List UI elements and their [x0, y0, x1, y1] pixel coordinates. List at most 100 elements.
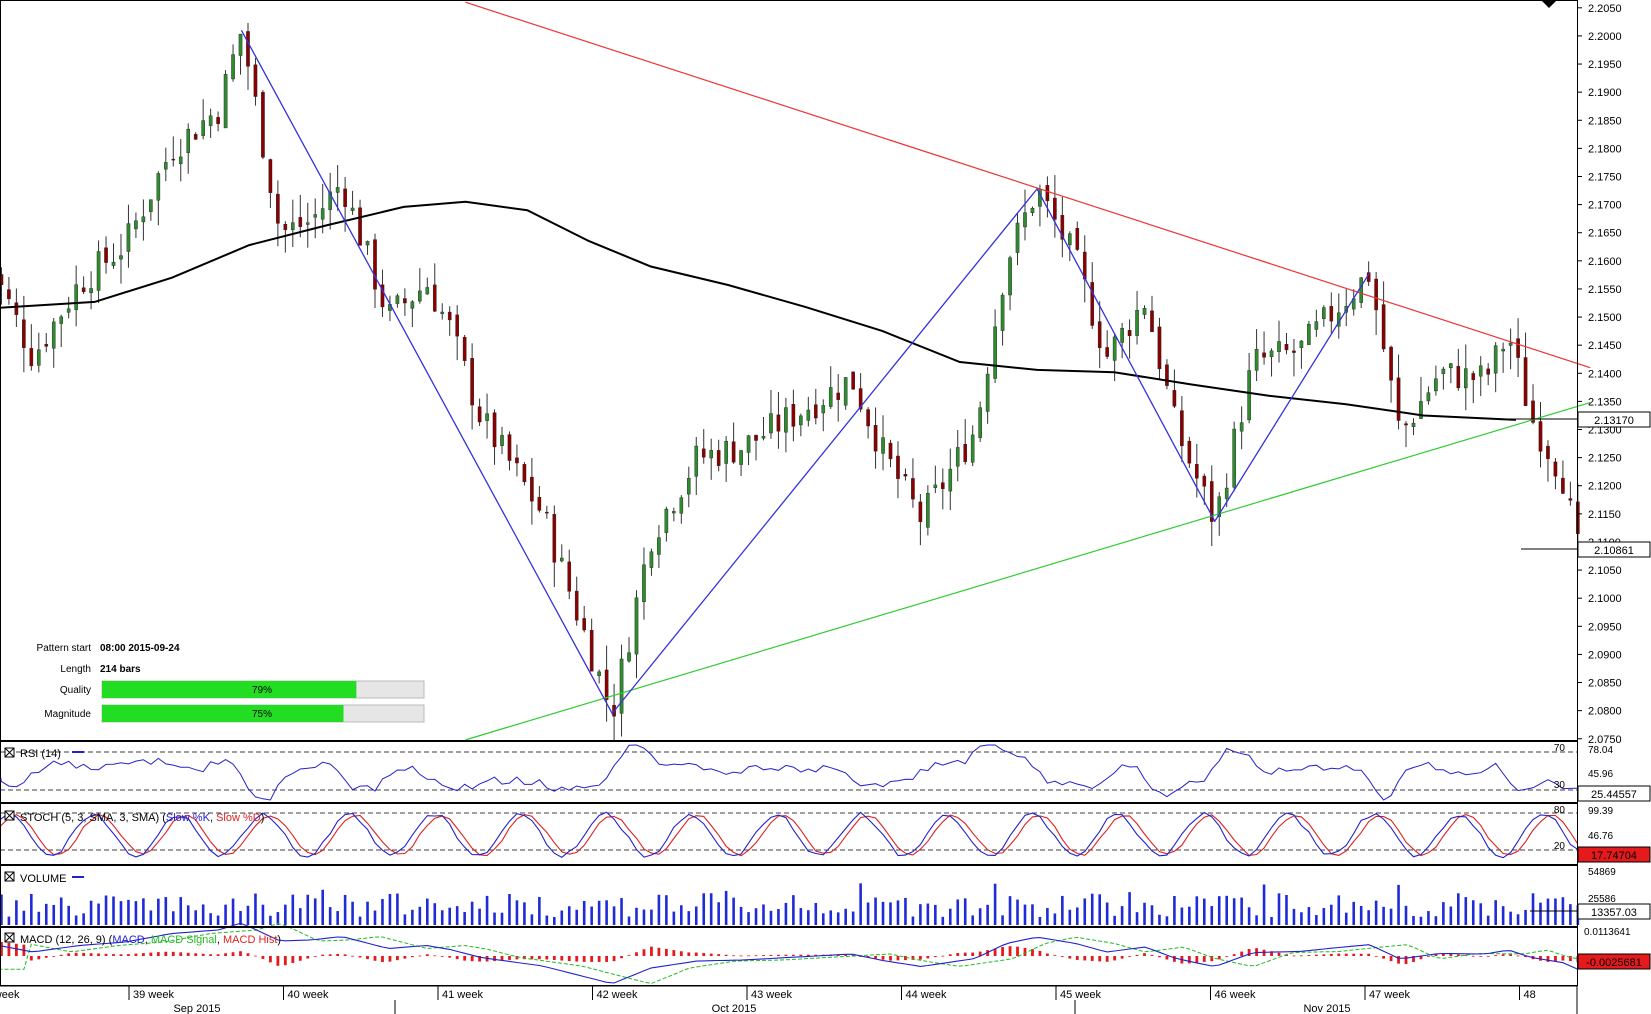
candle-body [843, 377, 848, 406]
volume-bar [485, 895, 489, 925]
candle-body [1538, 421, 1543, 452]
macd-hist-bar [612, 956, 616, 962]
volume-bar [1150, 905, 1154, 925]
macd-hist-bar [403, 956, 407, 959]
macd-hist-bar [717, 954, 721, 956]
macd-series-signal: MACD Signal [151, 934, 217, 946]
macd-hist-bar [724, 954, 728, 956]
volume-bar [1569, 904, 1572, 925]
candle-body [447, 311, 452, 321]
volume-bar [1434, 916, 1438, 925]
candle-body [1284, 344, 1289, 351]
macd-hist-bar [269, 956, 272, 963]
volume-bar [694, 906, 698, 925]
candle-body [119, 255, 123, 260]
volume-bar [1412, 915, 1415, 925]
volume-bar [1105, 902, 1109, 925]
volume-bar [963, 898, 967, 925]
volume-bar [926, 903, 930, 925]
volume-bar [567, 906, 571, 925]
candle-body [186, 128, 191, 153]
candle-body [1389, 346, 1393, 381]
macd-hist-bar [679, 951, 683, 956]
macd-hist-bar [418, 955, 422, 957]
volume-bar [1494, 900, 1497, 925]
candle-body [51, 321, 56, 349]
candle-body [530, 476, 534, 502]
volume-bar [343, 894, 347, 925]
macd-hist-bar [358, 956, 362, 958]
candle-body [1277, 341, 1281, 353]
candle-body [851, 371, 855, 390]
volume-mid-label: 25586 [1588, 894, 1616, 905]
macd-hist-bar [1389, 956, 1393, 962]
volume-bar [986, 904, 989, 925]
volume-bar [1225, 895, 1229, 925]
macd-hist-bar [941, 955, 945, 957]
macd-hist-bar [1173, 956, 1176, 962]
volume-bar [1143, 902, 1146, 925]
candle-body [1329, 306, 1334, 322]
pattern-start-value: 08:00 2015-09-24 [100, 643, 180, 654]
volume-bar [896, 900, 900, 925]
macd-hist-bar [1031, 949, 1034, 956]
macd-hist-bar [567, 956, 571, 962]
volume-bar [635, 907, 638, 925]
macd-hist-bar [1382, 956, 1386, 959]
volume-bar [1442, 902, 1445, 925]
volume-bar [328, 907, 332, 925]
macd-hist-bar [814, 954, 818, 956]
candle-body [29, 348, 34, 367]
candle-body [978, 407, 982, 438]
volume-bar [1337, 895, 1341, 925]
candle-body [1568, 498, 1573, 501]
candle-body [1404, 423, 1408, 426]
moving-average-line [0, 200, 1517, 421]
candle-body [74, 284, 78, 311]
volume-bar [575, 909, 579, 925]
volume-bar [15, 900, 18, 925]
week-label: 48 [1524, 989, 1536, 1001]
candle-body [291, 222, 295, 231]
candle-body [380, 284, 385, 308]
price-tick-label: 2.1350 [1588, 396, 1622, 408]
candle-body [1493, 345, 1498, 374]
candle-body [141, 216, 146, 223]
macd-hist-bar [1412, 956, 1415, 962]
volume-bar [657, 894, 661, 925]
volume-bar [1479, 903, 1483, 925]
volume-bar [851, 911, 855, 925]
candle-body [171, 158, 176, 161]
price-tick-label: 2.1950 [1588, 59, 1622, 71]
macd-hist-bar [642, 949, 646, 956]
candle-body [545, 511, 549, 514]
volume-bar [104, 895, 108, 925]
candle-body [1045, 185, 1050, 202]
scroll-marker-icon[interactable] [1542, 1, 1556, 8]
macd-hist-bar [1456, 954, 1460, 956]
volume-bar [597, 900, 601, 925]
candle-body [328, 191, 332, 210]
macd-hist-bar [493, 956, 496, 962]
stoch-value-label: 17.74704 [1591, 850, 1637, 862]
support-trendline [465, 401, 1591, 741]
candle-body [731, 441, 736, 463]
volume-bar [978, 908, 982, 925]
candle-body [686, 478, 691, 495]
macd-hist-bar [1143, 953, 1146, 956]
candle-body [418, 290, 422, 302]
volume-bar [1374, 900, 1378, 925]
candle-body [1247, 370, 1251, 421]
volume-bar [1486, 915, 1490, 925]
volume-bar [515, 900, 519, 925]
candle-body [492, 412, 497, 448]
macd-hist-bar [313, 956, 317, 957]
macd-hist-bar [1337, 953, 1341, 956]
macd-hist-bar [1262, 949, 1266, 956]
volume-bar [37, 911, 41, 925]
macd-hist-bar [1120, 956, 1124, 959]
volume-bar [493, 912, 496, 925]
macd-title: MACD (12, 26, 9) [20, 934, 106, 946]
macd-hist-bar [29, 956, 33, 961]
candle-body [440, 311, 445, 314]
